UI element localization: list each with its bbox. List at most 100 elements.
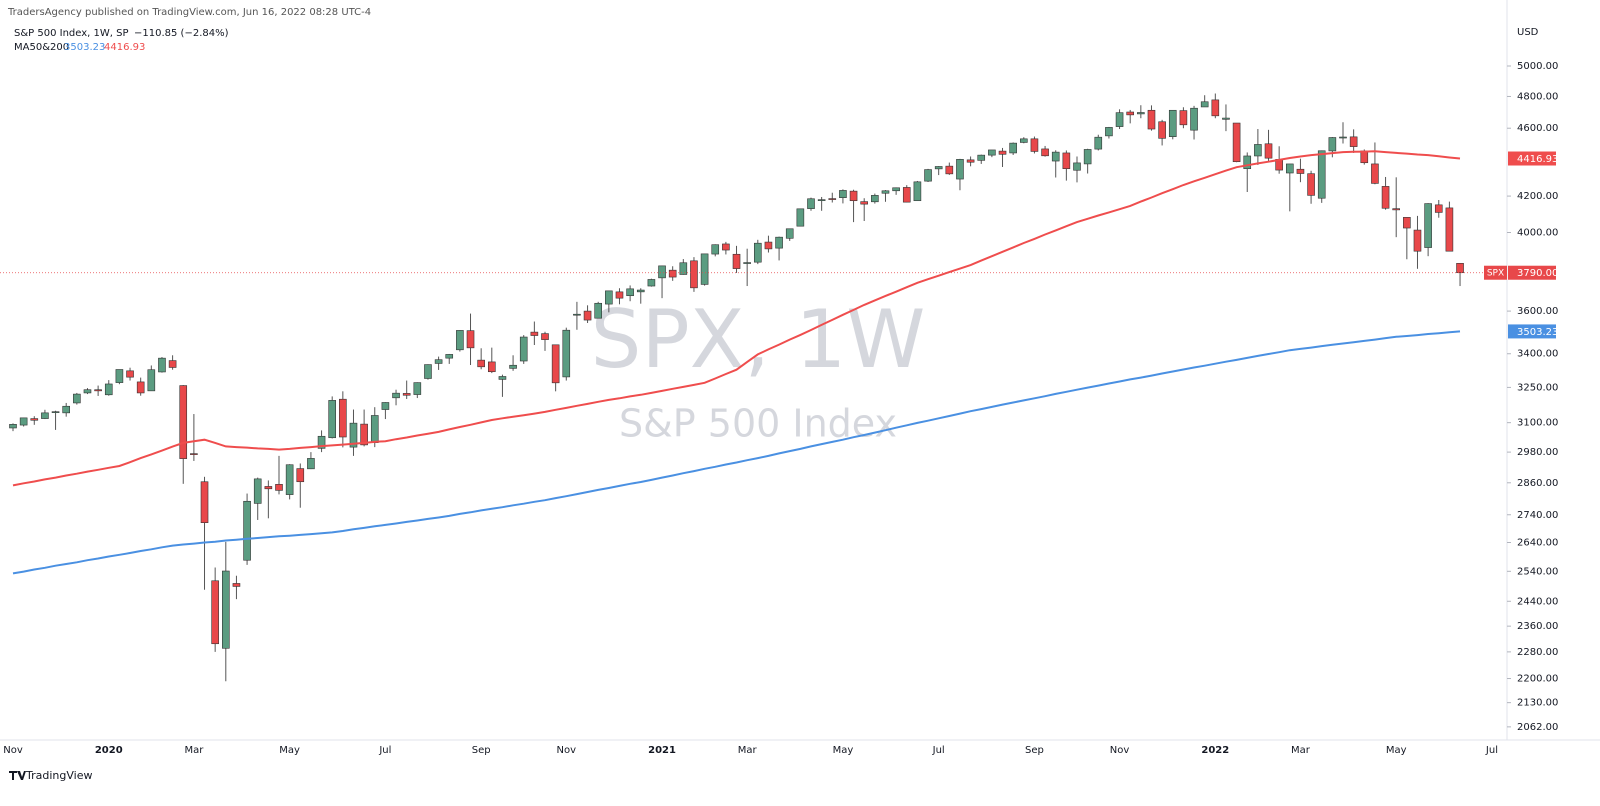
y-tick-label: 2280.00 [1517, 647, 1558, 658]
x-tick-label: Mar [184, 745, 204, 756]
candle-body [583, 310, 592, 321]
candle-body [690, 260, 698, 289]
candle-body [360, 423, 368, 446]
candle-body [1158, 121, 1166, 139]
candle-body [668, 269, 677, 278]
candle-body [562, 329, 571, 378]
y-tick-label: 4000.00 [1517, 227, 1558, 238]
candle-body [743, 262, 751, 264]
candle-body [1456, 263, 1464, 274]
candle-body [796, 208, 805, 227]
candle-body [1126, 111, 1134, 116]
y-tick-label: 2640.00 [1517, 537, 1558, 548]
candle-body [264, 486, 273, 490]
candle-body [200, 481, 209, 523]
candle-body [477, 359, 485, 368]
candle-body [158, 357, 166, 373]
y-tick-label: 2062.00 [1517, 722, 1558, 733]
y-tick-label: 3250.00 [1517, 382, 1558, 393]
candle-body [349, 422, 358, 448]
price-tag-label: 3790.00 [1517, 268, 1558, 279]
candle-body [487, 361, 496, 373]
candle-body [956, 159, 964, 180]
symbol-tag-label: SPX [1487, 269, 1504, 279]
candles [9, 93, 1464, 682]
x-tick-label: Nov [3, 745, 23, 756]
candle-body [1190, 107, 1198, 131]
candle-body [381, 402, 390, 410]
publisher: TradersAgency published on TradingView.c… [7, 7, 371, 18]
candle-body [732, 253, 741, 269]
candle-body [392, 392, 400, 399]
x-tick-label: Sep [472, 745, 491, 756]
y-tick-label: 4600.00 [1517, 123, 1558, 134]
symbol-info: S&P 500 Index, 1W, SP [14, 28, 129, 39]
candle-body [1137, 112, 1145, 115]
candle-body [222, 570, 230, 649]
candle-body [1243, 155, 1252, 170]
candle-body [902, 187, 911, 203]
candle-body [626, 288, 634, 297]
candle-body [1434, 204, 1443, 213]
candle-body [1286, 163, 1294, 174]
candle-body [285, 464, 294, 495]
candle-body [1371, 163, 1379, 184]
candle-body [605, 290, 613, 305]
candle-body [658, 265, 666, 279]
candle-body [1307, 173, 1315, 196]
candle-body [1168, 109, 1177, 137]
symbol-tag [1484, 265, 1507, 280]
candle-body [232, 583, 241, 587]
candle-body [328, 400, 337, 439]
candle-body [498, 376, 507, 380]
y-tick-label: 2200.00 [1517, 674, 1558, 685]
candle-body [1232, 122, 1241, 163]
candle-body [828, 198, 837, 200]
y-tick-label: 2540.00 [1517, 566, 1558, 577]
candle-body [998, 150, 1007, 155]
candle-body [966, 159, 975, 163]
y-tick-label: 3600.00 [1517, 306, 1558, 317]
candle-body [1083, 149, 1092, 165]
candle-body [424, 364, 432, 379]
candle-body [1392, 208, 1400, 211]
y-tick-label: 3100.00 [1517, 418, 1558, 429]
candle-body [977, 154, 986, 161]
watermark-name: S&P 500 Index [619, 402, 897, 446]
candle-body [615, 291, 624, 299]
candle-body [30, 418, 39, 421]
candle-body [73, 393, 81, 404]
candle-body [147, 369, 156, 392]
y-tick-label: 4200.00 [1517, 191, 1558, 202]
candle-body [722, 243, 730, 251]
candle-body [1413, 229, 1422, 252]
y-tick-label: 2980.00 [1517, 447, 1558, 458]
price-tag [1508, 324, 1556, 339]
candle-body [530, 331, 539, 336]
candle-body [1115, 112, 1124, 127]
candle-body [62, 405, 71, 414]
candle-body [456, 330, 464, 351]
candle-body [413, 382, 422, 395]
candle-body [211, 580, 219, 645]
indicator-name: MA50&200 [14, 42, 69, 53]
candle-body [339, 398, 347, 438]
candle-body [1328, 137, 1337, 152]
price-tag [1508, 265, 1556, 280]
candle-body [934, 166, 943, 170]
candle-body [317, 435, 326, 449]
candle-body [1360, 150, 1369, 164]
candle-body [1381, 186, 1390, 209]
candle-body [1200, 101, 1209, 108]
candle-body [519, 336, 528, 362]
y-tick-label: 2130.00 [1517, 698, 1558, 709]
x-tick-label: Mar [738, 745, 758, 756]
candle-body [296, 468, 305, 483]
candle-body [871, 195, 879, 203]
candle-body [817, 199, 826, 201]
x-tick-label: Sep [1025, 745, 1044, 756]
legend-value: 4416.93 [104, 42, 145, 53]
candle-body [711, 244, 720, 255]
candle-body [679, 262, 688, 275]
candle-body [1317, 150, 1326, 199]
